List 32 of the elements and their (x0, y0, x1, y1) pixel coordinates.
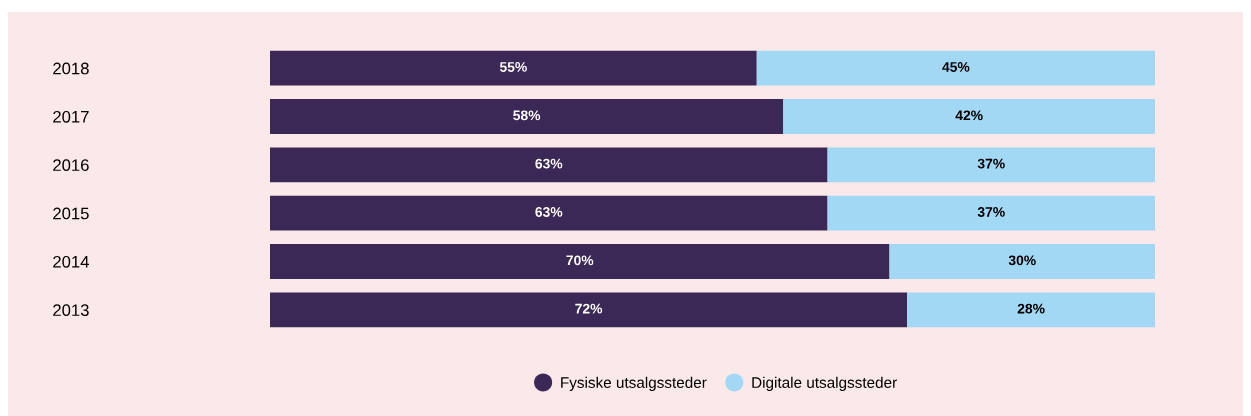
data-label: 45% (942, 62, 970, 72)
data-label: 70% (566, 255, 594, 266)
bar (907, 292, 1155, 328)
data-label: 72% (575, 303, 603, 314)
bar (756, 50, 1155, 86)
data-label: 37% (977, 158, 1005, 169)
bar (827, 195, 1155, 231)
data-label: 63% (535, 207, 563, 217)
bar (889, 244, 1155, 279)
bar (270, 292, 908, 328)
legend-label: Digitale utsalgssteder (752, 376, 897, 391)
data-label: 58% (513, 110, 541, 121)
data-label: 28% (1017, 303, 1045, 314)
bar (827, 147, 1155, 183)
bar (270, 99, 784, 134)
data-label: 37% (977, 207, 1005, 217)
y-tick-label: 2016 (53, 159, 89, 172)
bar (270, 244, 890, 279)
data-label: 63% (535, 158, 563, 169)
y-tick-label: 2013 (53, 304, 89, 317)
data-label: 55% (499, 62, 527, 72)
y-tick-label: 2017 (53, 110, 89, 123)
bar (270, 147, 828, 183)
bar (270, 50, 757, 86)
y-tick-label: 2015 (53, 207, 89, 220)
legend-label: Fysiske utsalgssteder (561, 376, 707, 391)
y-tick-label: 2018 (53, 62, 89, 75)
data-label: 30% (1008, 255, 1036, 266)
bar (783, 99, 1155, 134)
data-label: 42% (955, 110, 983, 121)
bar (270, 195, 828, 231)
y-tick-label: 2014 (53, 255, 89, 268)
